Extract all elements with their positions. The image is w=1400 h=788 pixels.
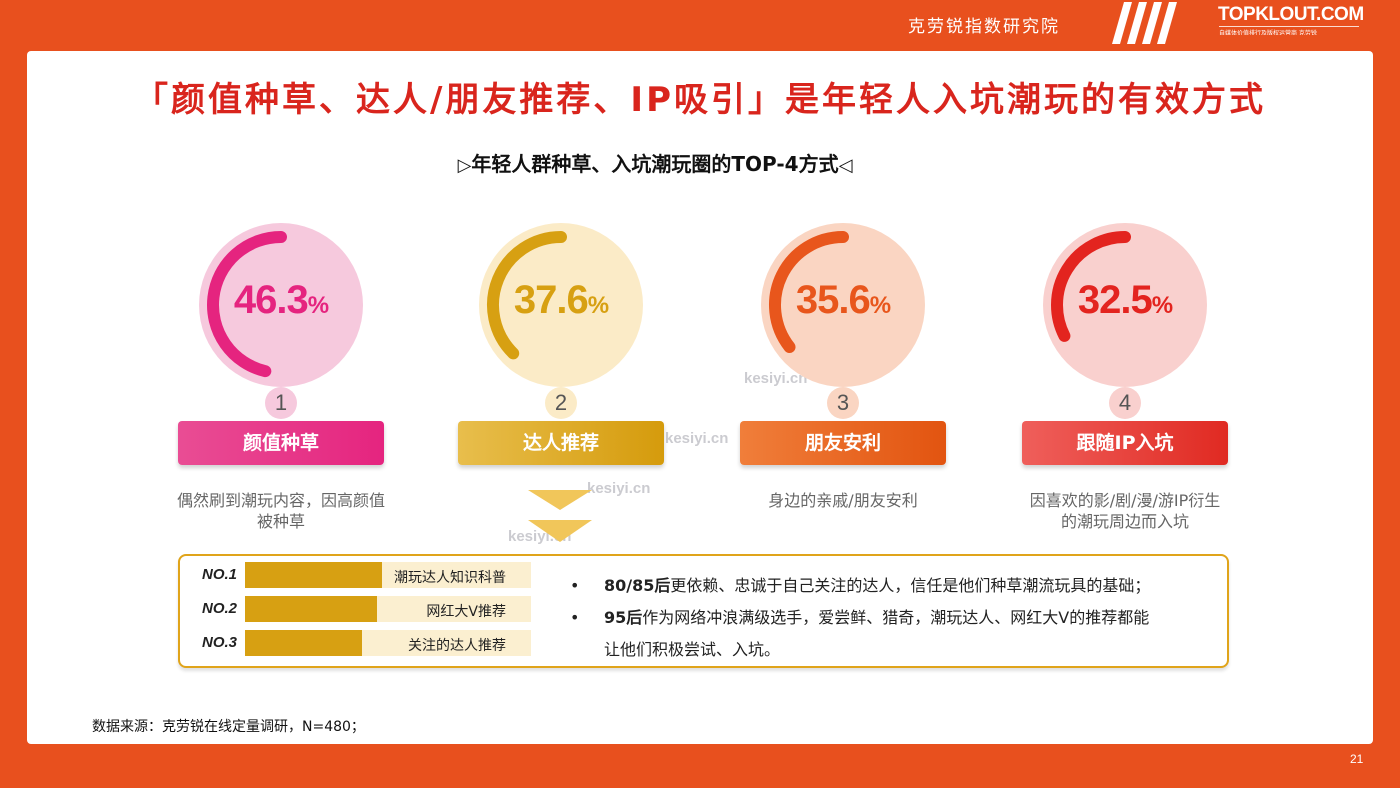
note-text: 更依赖、忠诚于自己关注的达人，信任是他们种草潮流玩具的基础； xyxy=(670,576,1151,595)
bar-fill xyxy=(245,630,362,656)
right-triangle-icon: ▷ xyxy=(457,155,472,176)
ring-arc xyxy=(487,231,567,360)
note-item: • 95后作为网络冲浪满级选手，爱尝鲜、猎奇，潮玩达人、网红大V的推荐都能让他们积… xyxy=(570,602,1220,666)
percentage-ring: 46.3% xyxy=(196,220,366,390)
rank-label: NO.1 xyxy=(202,566,238,583)
method-description: 因喜欢的影/剧/漫/游IP衍生的潮玩周边而入坑 xyxy=(1029,491,1221,531)
brand-logo-tagline: 自媒体价值排行及版权运营商 克劳锐 xyxy=(1219,26,1359,35)
note-item: • 80/85后更依赖、忠诚于自己关注的达人，信任是他们种草潮流玩具的基础； xyxy=(570,570,1220,602)
insight-notes: • 80/85后更依赖、忠诚于自己关注的达人，信任是他们种草潮流玩具的基础； • 9… xyxy=(570,570,1220,666)
percent-sign: % xyxy=(307,292,329,319)
watermark: kesiyi.cn xyxy=(665,430,729,447)
ring-chart xyxy=(1043,223,1207,387)
chevron-down-icon xyxy=(528,490,592,542)
method-description: 偶然刷到潮玩内容，因高颜值被种草 xyxy=(176,491,385,531)
ring-background xyxy=(761,223,925,387)
top-bar: 克劳锐指数研究院 TOPKLOUT.COM 自媒体价值排行及版权运营商 克劳锐 xyxy=(0,0,1400,50)
method-label: 达人推荐 xyxy=(458,421,664,465)
note-text-continued: 让他们积极尝试、入坑。 xyxy=(604,640,781,659)
subtitle-text: 年轻人群种草、入坑潮玩圈的TOP-4方式 xyxy=(471,152,839,176)
percentage-number: 35.6 xyxy=(795,278,871,322)
method-label: 朋友安利 xyxy=(740,421,946,465)
section-subtitle: ▷年轻人群种草、入坑潮玩圈的TOP-4方式◁ xyxy=(0,148,1310,177)
percentage-ring: 37.6% xyxy=(476,220,646,390)
watermark: kesiyi.cn xyxy=(587,480,651,497)
bar-fill xyxy=(245,562,382,588)
bar-fill xyxy=(245,596,377,622)
percentage-ring: 35.6% xyxy=(758,220,928,390)
rank-label: NO.2 xyxy=(202,600,238,617)
brand-logo[interactable]: TOPKLOUT.COM xyxy=(1218,4,1364,25)
ring-background xyxy=(1043,223,1207,387)
ring-arc xyxy=(207,231,287,378)
percentage-value: 32.5% xyxy=(1040,278,1210,323)
percentage-ring: 32.5% xyxy=(1040,220,1210,390)
page-number: 21 xyxy=(1350,752,1364,766)
percentage-value: 35.6% xyxy=(758,278,928,323)
rank-number: 3 xyxy=(827,387,859,419)
note-text: 作为网络冲浪满级选手，爱尝鲜、猎奇，潮玩达人、网红大V的推荐都能 xyxy=(642,608,1150,627)
ring-background xyxy=(479,223,643,387)
rank-number: 4 xyxy=(1109,387,1141,419)
data-source: 数据来源：克劳锐在线定量调研，N=480； xyxy=(92,719,365,735)
institute-name: 克劳锐指数研究院 xyxy=(908,17,1060,37)
percentage-value: 46.3% xyxy=(196,278,366,323)
bullet-icon: • xyxy=(570,608,580,627)
bar-label: 潮玩达人知识科普 xyxy=(394,570,506,586)
left-triangle-icon: ◁ xyxy=(838,155,853,176)
ring-chart xyxy=(761,223,925,387)
slide-title: 「颜值种草、达人/朋友推荐、IP吸引」是年轻人入坑潮玩的有效方式 xyxy=(134,80,1266,120)
bullet-icon: • xyxy=(570,576,580,595)
ring-chart xyxy=(479,223,643,387)
percentage-value: 37.6% xyxy=(476,278,646,323)
percentage-number: 46.3 xyxy=(233,278,309,322)
note-highlight: 80/85后 xyxy=(604,576,671,595)
rank-number: 1 xyxy=(265,387,297,419)
watermark: kesiyi.cn xyxy=(744,370,808,387)
ring-arc xyxy=(769,231,849,354)
method-label: 颜值种草 xyxy=(178,421,384,465)
ring-background xyxy=(199,223,363,387)
method-description: 身边的亲戚/朋友安利 xyxy=(768,491,918,510)
ring-arc xyxy=(1051,231,1131,342)
method-label: 跟随IP入坑 xyxy=(1022,421,1228,465)
ring-chart xyxy=(199,223,363,387)
bar-label: 网红大V推荐 xyxy=(426,604,506,620)
percent-sign: % xyxy=(587,292,609,319)
rank-label: NO.3 xyxy=(202,634,238,651)
bar-label: 关注的达人推荐 xyxy=(408,638,506,654)
logo-stripes-icon xyxy=(1112,2,1177,44)
percentage-number: 37.6 xyxy=(513,278,589,322)
percent-sign: % xyxy=(1151,292,1173,319)
percentage-number: 32.5 xyxy=(1077,278,1153,322)
percent-sign: % xyxy=(869,292,891,319)
note-highlight: 95后 xyxy=(604,608,643,627)
rank-number: 2 xyxy=(545,387,577,419)
